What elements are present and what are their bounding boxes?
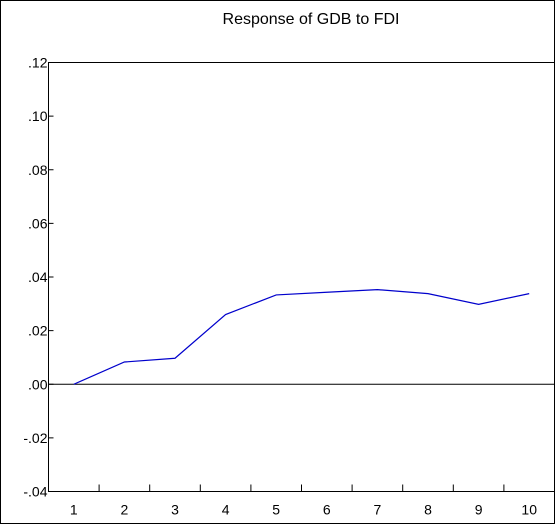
y-tick-label: .02 — [28, 323, 48, 339]
y-tick-label: .10 — [28, 108, 48, 124]
y-tick-label: .12 — [28, 55, 48, 71]
chart-title: Response of GDB to FDI — [223, 11, 400, 28]
x-tick-label: 10 — [521, 502, 537, 518]
y-tick-label: .04 — [28, 269, 48, 285]
y-tick-label: .06 — [28, 215, 48, 231]
y-tick-label: -.02 — [23, 430, 47, 446]
x-tick-label: 8 — [424, 502, 432, 518]
y-tick-label: .00 — [28, 376, 48, 392]
x-tick-label: 5 — [272, 502, 280, 518]
x-tick-label: 3 — [171, 502, 179, 518]
x-tick-label: 9 — [475, 502, 483, 518]
series-layer — [73, 288, 530, 385]
x-tick-label: 2 — [121, 502, 129, 518]
y-tick-label: .08 — [28, 162, 48, 178]
x-tick-label: 7 — [374, 502, 382, 518]
x-tick-label: 4 — [222, 502, 230, 518]
series-line — [73, 288, 530, 385]
x-axis: 1 2 3 4 5 6 7 8 9 10 — [70, 484, 537, 518]
y-axis: .12 .10 .08 .06 .04 .02 .00 -.02 -.04 — [23, 55, 54, 500]
x-tick-label: 1 — [70, 502, 78, 518]
x-tick-label: 6 — [323, 502, 331, 518]
y-tick-label: -.04 — [23, 484, 47, 500]
